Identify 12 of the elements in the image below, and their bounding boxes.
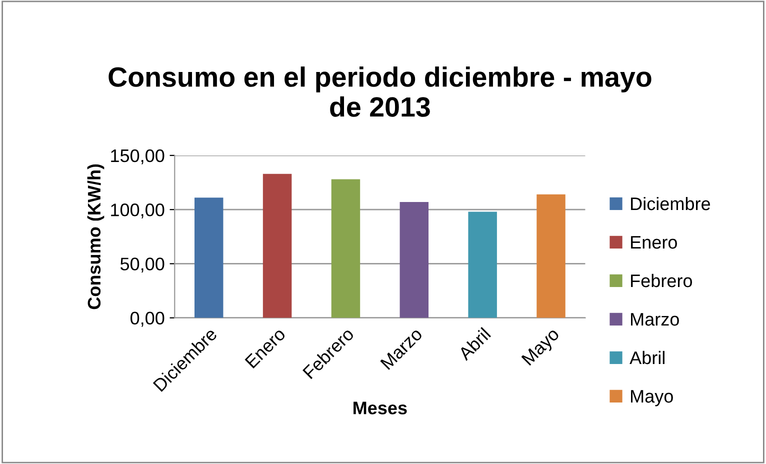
legend-label: Febrero <box>631 274 692 288</box>
legend-label: Marzo <box>631 313 679 326</box>
chart-title: Consumo en el periodo diciembre - mayo de 2013 <box>108 66 652 117</box>
y-tick-label: 150,00 <box>111 149 164 164</box>
y-axis-title: Consumo (KW/h) <box>87 164 104 310</box>
y-tick-label: 0,00 <box>130 312 164 327</box>
y-tick-label: 100,00 <box>111 204 164 218</box>
legend-label: Enero <box>631 236 677 249</box>
legend-label: Diciembre <box>631 196 710 210</box>
y-tick-label: 50,00 <box>120 258 164 273</box>
x-axis-title: Meses <box>354 402 407 414</box>
legend-label: Mayo <box>631 390 673 406</box>
